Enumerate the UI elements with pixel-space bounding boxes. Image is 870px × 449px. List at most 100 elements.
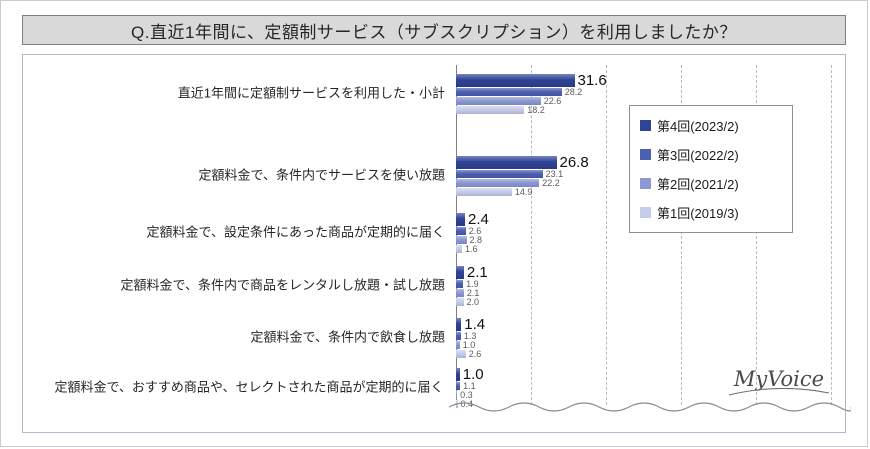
bar-value-label: 1.6 [465, 243, 478, 254]
bar-value-label: 2.0 [466, 296, 480, 307]
bar-series-1 [456, 367, 460, 381]
gridline [831, 65, 832, 405]
myvoice-logo-text: MyVoice [733, 367, 825, 391]
bar-value-label: 1.0 [462, 339, 476, 350]
bar-row: 1.0 [456, 365, 841, 383]
chart-panel: 直近1年間に定額制サービスを利用した・小計 31.6 28.2 22.6 18.2 定額料… [22, 54, 851, 433]
bar-cluster: 2.1 1.9 2.1 2.0 [456, 263, 841, 307]
bar-row: 2.1 [456, 288, 841, 298]
bar-series-4 [456, 187, 512, 196]
bar-cluster: 1.4 1.3 1.0 2.6 [456, 315, 841, 359]
bar-series-3 [456, 340, 460, 349]
legend-swatch [640, 207, 651, 218]
bar-row: 0.3 [456, 390, 841, 400]
bar-value-label: 22.2 [542, 177, 560, 188]
myvoice-logo: MyVoice [721, 369, 837, 397]
legend: 第4回(2023/2) 第3回(2022/2) 第2回(2021/2) 第1回(201… [629, 105, 793, 233]
bar-value-label: 23.1 [545, 168, 564, 179]
legend-label: 第2回(2021/2) [657, 177, 739, 192]
bar-value-label: 31.6 [577, 71, 607, 89]
bar-value-label: 1.4 [464, 315, 486, 333]
bar-row: 2.1 [456, 263, 841, 281]
bar-series-3 [456, 390, 458, 399]
chart-category-group: 定額料金で、条件内で飲食し放題 1.4 1.3 1.0 2.6 [23, 315, 845, 359]
bar-series-3 [456, 178, 540, 187]
bar-series-3 [456, 235, 467, 244]
bar-value-label: 1.0 [462, 365, 484, 383]
bar-row: 2.6 [456, 225, 841, 236]
bar-row: 2.8 [456, 234, 841, 245]
category-label: 定額料金で、条件内で飲食し放題 [250, 329, 445, 345]
legend-swatch [640, 149, 651, 160]
bar-value-label: 2.1 [466, 263, 488, 281]
chart-category-group: 直近1年間に定額制サービスを利用した・小計 31.6 28.2 22.6 18.2 [23, 71, 845, 115]
legend-item: 第1回(2019/3) [640, 203, 782, 222]
legend-label: 第1回(2019/3) [657, 206, 739, 221]
axis-break-wave-icon [448, 402, 851, 412]
bar-row: 22.6 [456, 95, 841, 106]
bar-cluster: 2.4 2.6 2.8 1.6 [456, 210, 841, 254]
bar-series-4 [456, 349, 466, 358]
bar-row: 2.0 [456, 296, 841, 307]
bar-value-label: 26.8 [559, 153, 589, 171]
bar-series-1 [456, 265, 464, 279]
bar-value-label: 22.6 [543, 95, 562, 106]
bar-value-label: 2.8 [469, 234, 483, 245]
bar-series-3 [456, 288, 464, 297]
bar-value-label: 1.3 [463, 330, 477, 341]
bar-series-1 [456, 73, 575, 87]
bar-row: 26.8 [456, 153, 841, 171]
chart-category-group: 定額料金で、設定条件にあった商品が定期的に届く 2.4 2.6 2.8 1.6 [23, 210, 845, 254]
bar-row: 28.2 [456, 86, 841, 97]
bar-row: 22.2 [456, 177, 841, 188]
bar-series-4 [456, 297, 464, 306]
bar-value-label: 18.2 [527, 104, 545, 115]
bar-row: 18.2 [456, 104, 841, 115]
legend-label: 第4回(2023/2) [657, 119, 739, 134]
bar-cluster: 26.8 23.1 22.2 14.9 [456, 153, 841, 197]
bar-value-label: 28.2 [564, 86, 583, 97]
bar-series-2 [456, 331, 461, 340]
bar-series-4 [456, 244, 462, 253]
category-label: 定額料金で、条件内で商品をレンタルし放題・試し放題 [120, 277, 445, 293]
legend-item: 第2回(2021/2) [640, 174, 782, 193]
category-label: 定額料金で、条件内でサービスを使い放題 [198, 167, 445, 183]
legend-item: 第4回(2023/2) [640, 116, 782, 135]
bar-value-label: 1.9 [466, 278, 479, 289]
bar-series-2 [456, 169, 543, 178]
gridline [756, 65, 757, 405]
legend-label: 第3回(2022/2) [657, 148, 739, 163]
bar-series-2 [456, 279, 464, 288]
bar-series-4 [456, 105, 525, 114]
gridline [531, 65, 532, 405]
bar-series-2 [456, 226, 466, 235]
chart-category-group: 定額料金で、条件内で商品をレンタルし放題・試し放題 2.1 1.9 2.1 2.0 [23, 263, 845, 307]
logo-swoosh-icon [728, 388, 830, 396]
category-label: 定額料金で、設定条件にあった商品が定期的に届く [146, 224, 445, 240]
bar-value-label: 2.6 [468, 348, 482, 359]
category-label: 定額料金で、おすすめ商品や、セレクトされた商品が定期的に届く [54, 379, 444, 395]
bar-series-3 [456, 96, 541, 105]
y-axis-line [456, 65, 457, 405]
chart-title: Q.直近1年間に、定額制サービス（サブスクリプション）を利用しましたか？ [131, 22, 737, 42]
chart-category-group: 定額料金で、おすすめ商品や、セレクトされた商品が定期的に届く 1.0 1.1 0.3 0… [23, 365, 845, 409]
bar-series-1 [456, 212, 465, 226]
bar-row: 1.9 [456, 278, 841, 289]
legend-item: 第3回(2022/2) [640, 145, 782, 164]
legend-swatch [640, 120, 651, 131]
bar-row: 1.6 [456, 243, 841, 254]
gridline [681, 65, 682, 405]
legend-swatch [640, 178, 651, 189]
bar-value-label: 2.6 [468, 225, 482, 236]
bar-value-label: 14.9 [514, 186, 533, 197]
bar-series-1 [456, 155, 557, 169]
bar-series-2 [456, 87, 562, 96]
bar-row: 1.1 [456, 381, 841, 391]
bar-value-label: 2.4 [468, 210, 489, 228]
bar-row: 2.4 [456, 210, 841, 228]
bar-series-2 [456, 381, 461, 390]
bar-row: 31.6 [456, 71, 841, 89]
bar-row: 1.4 [456, 315, 841, 333]
chart-title-bar: Q.直近1年間に、定額制サービス（サブスクリプション）を利用しましたか？ [22, 15, 846, 45]
